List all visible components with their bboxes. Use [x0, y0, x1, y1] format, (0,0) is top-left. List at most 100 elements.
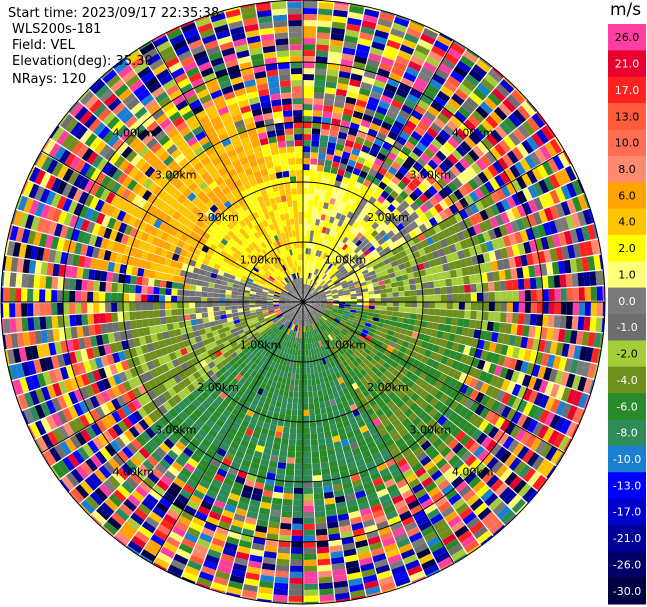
velocity-bin — [390, 146, 401, 156]
velocity-bin — [307, 212, 312, 219]
velocity-bin — [371, 249, 379, 256]
velocity-bin — [277, 552, 290, 560]
velocity-bin — [3, 318, 11, 334]
velocity-bin — [303, 451, 312, 458]
velocity-bin — [417, 38, 433, 51]
velocity-bin — [583, 394, 591, 409]
velocity-bin — [430, 329, 438, 338]
velocity-bin — [306, 306, 311, 312]
velocity-bin — [463, 345, 472, 356]
velocity-bin — [365, 64, 378, 74]
velocity-bin — [401, 323, 409, 330]
velocity-bin — [461, 78, 476, 92]
velocity-bin — [511, 279, 519, 291]
velocity-bin — [345, 302, 351, 305]
velocity-bin — [473, 329, 481, 339]
velocity-bin — [384, 185, 394, 195]
velocity-bin — [415, 386, 425, 396]
velocity-bin — [484, 73, 499, 88]
velocity-bin — [428, 433, 439, 445]
velocity-bin — [494, 125, 508, 139]
velocity-bin — [405, 330, 414, 337]
velocity-bin — [323, 314, 329, 319]
velocity-bin — [398, 291, 405, 297]
velocity-bin — [499, 468, 513, 482]
velocity-bin — [540, 327, 548, 340]
velocity-bin — [325, 406, 333, 414]
velocity-bin — [123, 302, 130, 312]
velocity-bin — [542, 302, 549, 314]
velocity-bin — [572, 391, 583, 407]
velocity-bin — [363, 373, 372, 381]
velocity-bin — [491, 88, 506, 102]
velocity-bin — [330, 210, 337, 218]
velocity-bin — [315, 328, 320, 335]
velocity-bin — [390, 320, 397, 327]
velocity-bin — [428, 449, 440, 460]
velocity-bin — [322, 111, 333, 119]
velocity-bin — [412, 146, 424, 157]
velocity-bin — [369, 446, 380, 456]
velocity-bin — [99, 292, 106, 302]
velocity-bin — [488, 311, 495, 322]
velocity-bin — [478, 419, 490, 432]
velocity-bin — [403, 312, 411, 319]
velocity-bin — [307, 305, 314, 309]
velocity-bin — [371, 221, 379, 230]
velocity-bin — [378, 126, 390, 136]
velocity-bin — [231, 294, 238, 299]
velocity-bin — [322, 246, 328, 253]
velocity-bin — [570, 424, 579, 438]
velocity-bin — [494, 214, 505, 226]
velocity-bin — [397, 286, 405, 292]
velocity-bin — [87, 291, 94, 302]
velocity-bin — [447, 225, 457, 236]
velocity-bin — [457, 418, 468, 430]
velocity-bin — [303, 110, 313, 117]
velocity-bin — [303, 361, 307, 368]
velocity-bin — [448, 543, 464, 556]
velocity-bin — [324, 240, 330, 248]
velocity-bin — [389, 190, 399, 200]
velocity-bin — [410, 201, 420, 211]
velocity-bin — [435, 458, 448, 470]
velocity-bin — [317, 353, 322, 360]
velocity-bin — [442, 124, 455, 137]
velocity-bin — [499, 224, 509, 237]
velocity-bin — [303, 62, 315, 69]
velocity-bin — [369, 541, 383, 551]
velocity-bin — [314, 86, 325, 94]
velocity-bin — [407, 342, 415, 351]
velocity-bin — [447, 153, 459, 165]
velocity-bin — [549, 205, 560, 220]
velocity-bin — [396, 213, 406, 223]
velocity-bin — [386, 110, 398, 120]
velocity-bin — [346, 319, 354, 324]
velocity-bin — [330, 33, 345, 42]
velocity-bin — [411, 416, 422, 427]
velocity-bin — [410, 504, 423, 516]
velocity-bin — [422, 132, 435, 143]
velocity-bin — [395, 275, 403, 282]
velocity-bin — [376, 520, 389, 530]
velocity-bin — [364, 435, 374, 445]
velocity-bin — [479, 382, 490, 394]
velocity-bin — [459, 55, 475, 69]
velocity-bin — [581, 361, 591, 377]
velocity-bin — [356, 496, 368, 505]
velocity-bin — [352, 360, 360, 368]
velocity-bin — [547, 158, 560, 173]
velocity-bin — [416, 435, 428, 447]
velocity-bin — [509, 164, 521, 179]
velocity-bin — [219, 298, 226, 302]
velocity-bin — [522, 449, 535, 464]
velocity-bin — [499, 450, 512, 464]
velocity-bin — [333, 359, 339, 366]
velocity-bin — [529, 151, 542, 166]
velocity-bin — [323, 220, 329, 228]
velocity-bin — [462, 421, 473, 434]
velocity-bin — [363, 230, 371, 239]
velocity-bin — [439, 145, 451, 158]
velocity-bin — [312, 290, 318, 295]
